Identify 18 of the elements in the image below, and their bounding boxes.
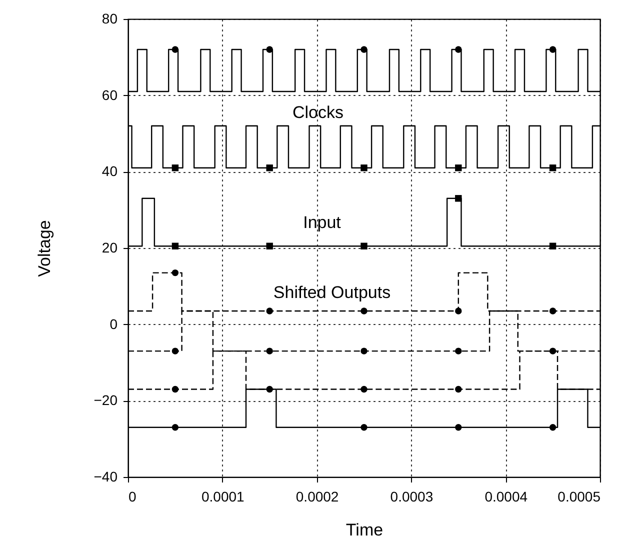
y-tick-label: 40 — [102, 163, 118, 180]
y-tick-label: −40 — [94, 468, 118, 484]
y-axis-title: Voltage — [34, 220, 54, 277]
x-tick-label: 0.0005 — [558, 488, 601, 504]
y-tick-label: 0 — [110, 316, 118, 332]
x-tick-label: 0.0003 — [390, 488, 434, 504]
annotation: Clocks — [292, 103, 344, 122]
x-tick-label: 0.0001 — [201, 488, 245, 504]
x-tick-label: 0.0004 — [484, 488, 528, 504]
x-axis-title: Time — [346, 520, 384, 540]
y-tick-label: −20 — [94, 392, 118, 408]
y-tick-label: 20 — [102, 240, 118, 256]
x-tick-label: 0 — [128, 488, 136, 504]
y-tick-label: 60 — [102, 86, 118, 103]
annotation: Shifted Outputs — [273, 283, 391, 302]
y-tick-label: 80 — [102, 10, 118, 26]
annotation: Input — [303, 213, 342, 232]
x-tick-label: 0.0002 — [296, 488, 339, 504]
